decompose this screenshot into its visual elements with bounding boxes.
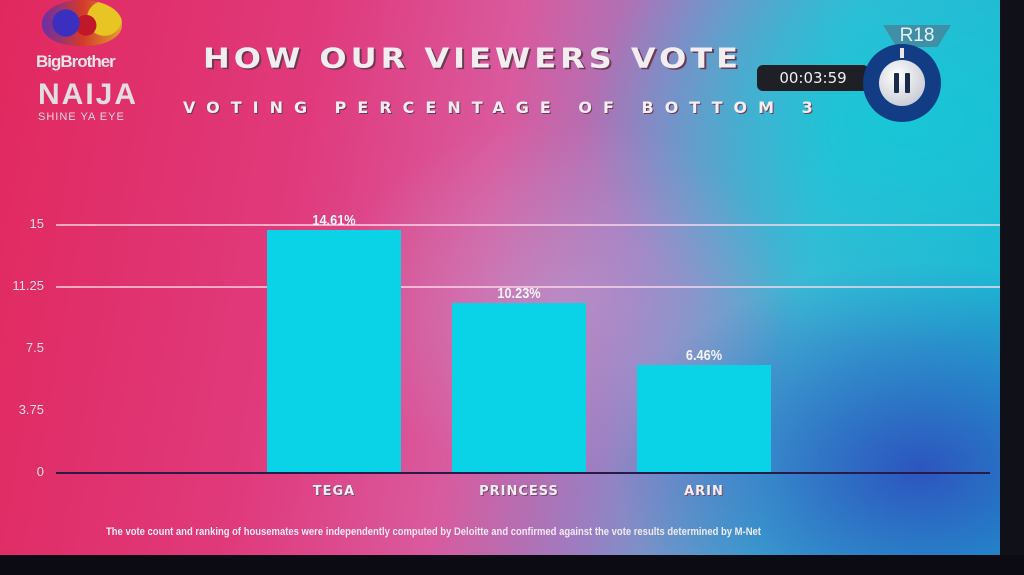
y-axis-tick-label: 7.5 xyxy=(25,340,44,355)
bar-arin xyxy=(637,365,771,472)
footnote-disclaimer: The vote count and ranking of housemates… xyxy=(106,526,761,538)
tv-bezel-bottom xyxy=(0,555,1024,575)
y-axis-tick-label: 15 xyxy=(29,216,44,231)
gridline xyxy=(56,224,1000,226)
logo-globe-icon xyxy=(42,0,122,46)
playback-timer: 00:03:59 xyxy=(757,65,869,91)
chart-subtitle: VOTING PERCENTAGE OF BOTTOM 3 xyxy=(183,98,824,117)
bar-chart: 0 3.75 7.5 11.25 15 14.61% TEGA 10.23% PRINCESS 6… xyxy=(0,200,1000,520)
x-axis-category-label: TEGA xyxy=(312,484,356,499)
age-rating-badge: R18 xyxy=(883,25,951,47)
bar-princess xyxy=(452,302,586,472)
pause-bar-left xyxy=(894,73,899,93)
progress-tick-icon xyxy=(900,48,904,58)
y-axis-tick-label: 11.25 xyxy=(12,278,44,293)
x-axis-category-label: PRINCESS xyxy=(479,484,559,499)
pause-icon xyxy=(879,60,925,106)
x-axis-baseline xyxy=(56,472,990,474)
logo-tagline: SHINE YA EYE xyxy=(38,111,125,123)
pause-bar-right xyxy=(905,73,910,93)
bar-value-label: 14.61% xyxy=(312,212,356,230)
broadcast-screen: BigBrother NAIJA SHINE YA EYE HOW OUR VI… xyxy=(0,0,1000,555)
y-axis-tick-label: 3.75 xyxy=(18,402,44,417)
bar-value-label: 6.46% xyxy=(685,347,723,365)
chart-title: HOW OUR VIEWERS VOTE xyxy=(203,42,742,75)
gridline xyxy=(56,286,1000,288)
bar-tega xyxy=(267,230,401,472)
logo-naija-text: NAIJA xyxy=(38,78,139,111)
y-axis-tick-label: 0 xyxy=(36,464,44,479)
tv-bezel-right xyxy=(1000,0,1024,575)
x-axis-category-label: ARIN xyxy=(684,484,724,499)
bar-value-label: 10.23% xyxy=(497,284,541,302)
logo-brand-text: BigBrother xyxy=(36,52,116,71)
show-logo: BigBrother NAIJA SHINE YA EYE xyxy=(28,0,138,128)
pause-button[interactable] xyxy=(863,44,941,122)
